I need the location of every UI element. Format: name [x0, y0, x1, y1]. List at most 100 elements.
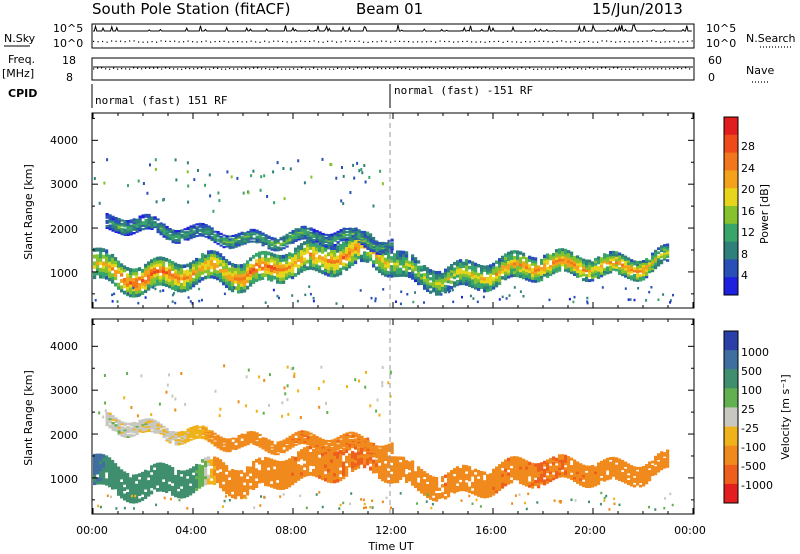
data-cell [285, 269, 289, 274]
data-cell [252, 237, 256, 240]
data-cell [654, 249, 658, 253]
data-cell [126, 289, 130, 293]
data-cell [381, 251, 385, 253]
data-cell [108, 224, 112, 227]
data-cell [243, 475, 247, 480]
data-cell [579, 468, 583, 472]
data-cell [426, 288, 430, 292]
data-cell [297, 433, 301, 436]
data-cell [183, 441, 187, 444]
data-cell [243, 494, 247, 499]
data-cell [510, 468, 514, 472]
data-cell [627, 470, 631, 474]
data-cell [123, 424, 127, 427]
data-cell [174, 238, 178, 241]
data-cell [384, 242, 388, 245]
data-cell [267, 273, 271, 278]
data-cell [561, 466, 565, 470]
data-cell [516, 270, 520, 275]
sparse-echo [368, 175, 371, 179]
data-cell [372, 236, 376, 241]
sparse-echo [208, 173, 211, 177]
data-cell [198, 429, 202, 432]
data-cell [639, 484, 643, 488]
data-cell [282, 267, 286, 272]
data-cell [447, 488, 451, 492]
nave-dot [405, 67, 407, 70]
data-cell [135, 220, 139, 223]
data-cell [543, 254, 547, 258]
data-cell [213, 456, 217, 461]
data-cell [153, 264, 157, 268]
data-cell [321, 232, 325, 235]
data-cell [297, 470, 301, 475]
data-cell [294, 479, 298, 483]
data-cell [462, 270, 466, 274]
data-cell [309, 441, 313, 444]
nsearch-dot [147, 41, 149, 43]
data-cell [420, 487, 424, 491]
data-cell [120, 421, 124, 424]
data-cell [315, 233, 319, 236]
data-cell [567, 267, 571, 271]
data-cell [225, 442, 229, 445]
data-cell [390, 238, 394, 241]
data-cell [252, 438, 256, 441]
data-cell [390, 247, 394, 250]
data-cell [186, 484, 190, 489]
data-cell [180, 229, 184, 232]
data-cell [522, 458, 526, 463]
velocity-heatmap [93, 364, 674, 511]
data-cell [171, 267, 175, 271]
data-cell [159, 478, 163, 483]
data-cell [276, 242, 280, 245]
data-cell [111, 276, 115, 281]
data-cell [198, 233, 202, 236]
data-cell [468, 280, 472, 284]
data-cell [267, 470, 271, 474]
data-cell [519, 257, 523, 261]
sparse-echo [629, 298, 632, 301]
data-cell [402, 273, 406, 277]
data-cell [318, 268, 322, 273]
data-cell [240, 283, 244, 287]
data-cell [492, 468, 496, 473]
data-cell [237, 443, 241, 446]
data-cell [132, 218, 136, 221]
data-cell [378, 244, 382, 247]
data-cell [144, 482, 148, 487]
data-cell [198, 230, 202, 233]
data-cell [558, 263, 562, 267]
data-cell [627, 264, 631, 268]
data-cell [327, 239, 331, 242]
data-cell [549, 471, 553, 475]
data-cell [198, 464, 202, 468]
data-cell [180, 432, 184, 435]
sparse-echo [645, 299, 648, 302]
data-cell [189, 471, 193, 475]
colorbar-cell [724, 117, 738, 136]
data-cell [462, 464, 466, 469]
data-cell [291, 240, 295, 243]
data-cell [357, 229, 361, 232]
data-cell [582, 474, 586, 478]
data-cell [210, 431, 214, 434]
data-cell [555, 475, 559, 479]
data-cell [561, 258, 565, 262]
data-cell [444, 482, 448, 486]
data-cell [111, 423, 115, 426]
data-cell [162, 472, 166, 477]
data-cell [114, 485, 118, 490]
data-cell [492, 280, 496, 284]
data-cell [573, 265, 577, 269]
data-cell [579, 269, 583, 273]
nave-dot [521, 67, 523, 69]
data-cell [144, 286, 148, 290]
data-cell [222, 238, 226, 241]
data-cell [339, 229, 343, 232]
data-cell [504, 468, 508, 472]
data-cell [279, 244, 283, 247]
data-cell [123, 435, 127, 438]
data-cell [336, 471, 340, 476]
data-cell [264, 447, 268, 450]
